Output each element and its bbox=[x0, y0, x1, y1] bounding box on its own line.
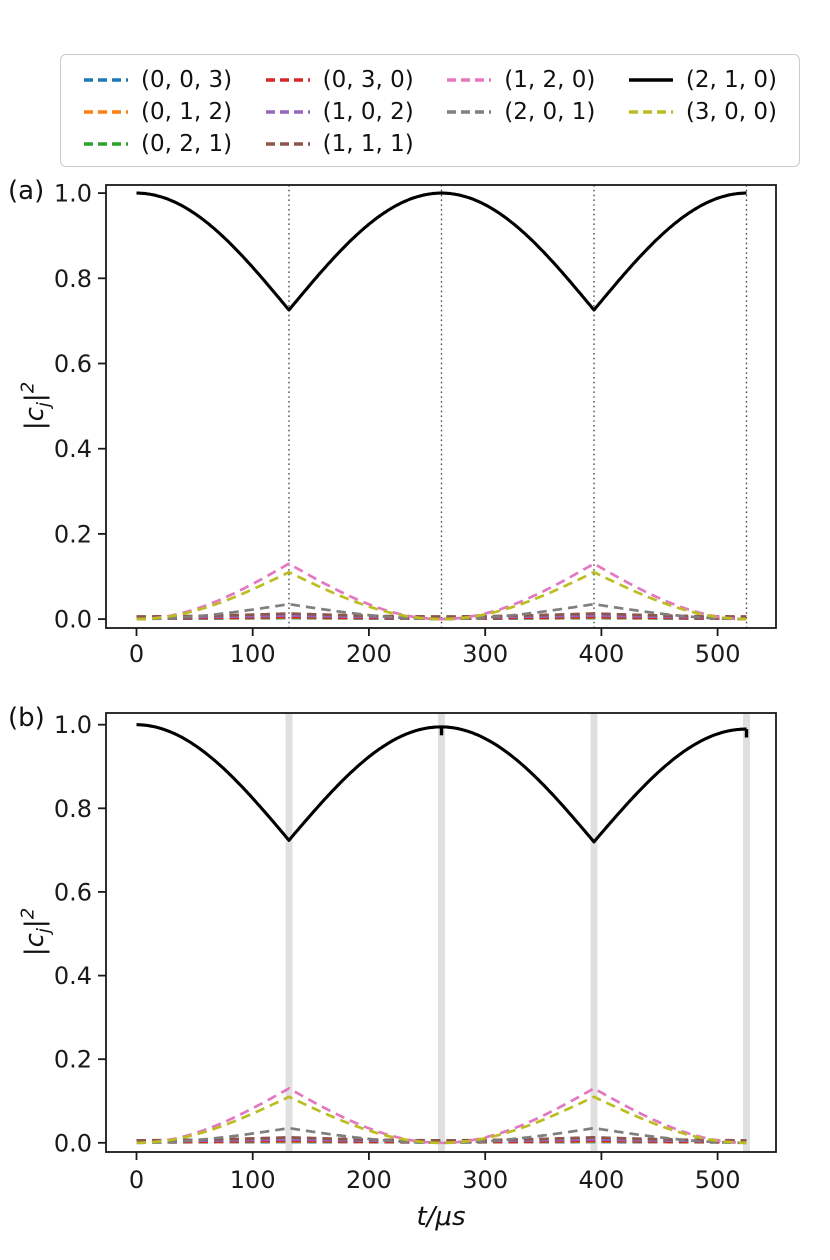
panel-b-plot: 0 100 200 300 400 500 0.0 0.2 0.4 0.6 0.8 1.0 bbox=[54, 711, 777, 1194]
axes-spines bbox=[105, 184, 777, 629]
series-line-1-2-0 bbox=[136, 562, 747, 621]
y-tick-label: 1.0 bbox=[54, 711, 92, 739]
x-tick-label: 400 bbox=[578, 1166, 624, 1194]
legend-item-label: (1, 1, 1) bbox=[322, 130, 414, 157]
panel-a-label: (a) bbox=[8, 176, 45, 206]
y-tick-label: 0.2 bbox=[54, 1046, 92, 1074]
y-tick-label: 0.4 bbox=[54, 435, 92, 463]
panel-b-label: (b) bbox=[8, 703, 45, 733]
x-tick-label: 500 bbox=[695, 640, 741, 668]
y-axis-label-a: |cj|2 bbox=[18, 382, 55, 430]
legend-item: (2, 1, 0) bbox=[628, 66, 777, 93]
series-line-1-1-1 bbox=[136, 612, 747, 618]
legend-item-label: (0, 0, 3) bbox=[141, 66, 233, 93]
y-axis-label-a-open: |c bbox=[20, 407, 51, 431]
legend-swatch-dashed-line bbox=[84, 141, 128, 146]
y-axis-label-b-sup: 2 bbox=[17, 907, 39, 920]
legend-swatch-dashed-line bbox=[84, 109, 128, 114]
x-tick-label: 0 bbox=[129, 1166, 144, 1194]
legend-item: (1, 1, 1) bbox=[265, 130, 414, 157]
x-tick-label: 200 bbox=[346, 1166, 392, 1194]
legend-item-label: (1, 0, 2) bbox=[322, 98, 414, 125]
y-tick-label: 0.2 bbox=[54, 520, 92, 548]
series-line-2-0-1 bbox=[136, 602, 747, 621]
x-tick-label: 300 bbox=[462, 1166, 508, 1194]
y-tick-label: 0.6 bbox=[54, 350, 92, 378]
legend-swatch-dashed-line bbox=[447, 109, 492, 114]
legend-swatch-dashed-line bbox=[84, 77, 128, 82]
legend-column-3: (1, 2, 0) (2, 0, 1) bbox=[446, 66, 595, 125]
legend-column-4: (2, 1, 0) (3, 0, 0) bbox=[628, 66, 777, 125]
legend-column-2: (0, 3, 0) (1, 0, 2) (1, 1, 1) bbox=[265, 66, 414, 157]
legend-swatch-dashed-line bbox=[265, 141, 310, 146]
y-axis-label-b-sub: j bbox=[33, 928, 55, 934]
y-tick-label: 1.0 bbox=[54, 180, 92, 208]
legend-item-label: (2, 0, 1) bbox=[504, 98, 596, 125]
x-tick-label: 300 bbox=[462, 640, 508, 668]
y-axis-label-b-open: |c bbox=[20, 933, 51, 957]
y-tick-label: 0.8 bbox=[54, 265, 92, 293]
y-tick-label: 0.8 bbox=[54, 795, 92, 823]
legend-swatch-dashed-line bbox=[447, 77, 492, 82]
series-line-1-2-0 bbox=[136, 1087, 747, 1145]
legend-item: (0, 3, 0) bbox=[265, 66, 414, 93]
legend-item: (0, 0, 3) bbox=[83, 66, 232, 93]
y-tick-label: 0.4 bbox=[54, 962, 92, 990]
legend-swatch-solid-line bbox=[628, 77, 673, 82]
legend-item-label: (0, 3, 0) bbox=[322, 66, 414, 93]
legend-item-label: (2, 1, 0) bbox=[685, 66, 777, 93]
legend-item: (0, 1, 2) bbox=[83, 98, 232, 125]
legend-swatch-dashed-line bbox=[265, 77, 310, 82]
legend-item: (1, 0, 2) bbox=[265, 98, 414, 125]
x-tick-label: 100 bbox=[230, 640, 276, 668]
series-line-1-0-2 bbox=[136, 1138, 747, 1143]
x-tick-label: 100 bbox=[230, 1166, 276, 1194]
y-axis-label-a-sup: 2 bbox=[17, 381, 39, 394]
x-tick-label: 0 bbox=[129, 640, 144, 668]
legend-item-label: (0, 2, 1) bbox=[141, 130, 233, 157]
series-line-2-0-1 bbox=[136, 1126, 747, 1145]
legend-item-label: (1, 2, 0) bbox=[504, 66, 596, 93]
series-line-1-0-2 bbox=[136, 614, 747, 619]
y-axis-label-a-sub: j bbox=[33, 402, 55, 408]
y-tick-label: 0.0 bbox=[54, 1129, 92, 1157]
y-tick-label: 0.0 bbox=[54, 606, 92, 634]
y-axis-label-b-close: | bbox=[20, 919, 51, 929]
legend-swatch-dashed-line bbox=[628, 109, 673, 114]
legend-item: (0, 2, 1) bbox=[83, 130, 232, 157]
x-tick-label: 200 bbox=[346, 640, 392, 668]
x-axis-label: t/μs bbox=[416, 1202, 466, 1232]
y-axis-label-a-close: | bbox=[20, 393, 51, 403]
legend-item: (1, 2, 0) bbox=[446, 66, 595, 93]
y-axis-label-b: |cj|2 bbox=[18, 908, 55, 956]
x-tick-label: 500 bbox=[695, 1166, 741, 1194]
y-tick-label: 0.6 bbox=[54, 878, 92, 906]
legend-item: (3, 0, 0) bbox=[628, 98, 777, 125]
legend-item-label: (0, 1, 2) bbox=[141, 98, 233, 125]
series-line-1-1-1 bbox=[136, 1136, 747, 1142]
x-tick-label: 400 bbox=[578, 640, 624, 668]
legend-swatch-dashed-line bbox=[265, 109, 310, 114]
series-line-2-1-0 bbox=[136, 191, 747, 312]
legend-item: (2, 0, 1) bbox=[446, 98, 595, 125]
axes-spines bbox=[105, 712, 777, 1153]
legend-column-1: (0, 0, 3) (0, 1, 2) (0, 2, 1) bbox=[83, 66, 232, 157]
panel-a-plot: 0 100 200 300 400 500 0.0 0.2 0.4 0.6 0.8 1.0 bbox=[54, 180, 777, 668]
legend-item-label: (3, 0, 0) bbox=[685, 98, 777, 125]
legend: (0, 0, 3) (0, 1, 2) (0, 2, 1) (0, 3, 0) (1, … bbox=[60, 54, 800, 167]
